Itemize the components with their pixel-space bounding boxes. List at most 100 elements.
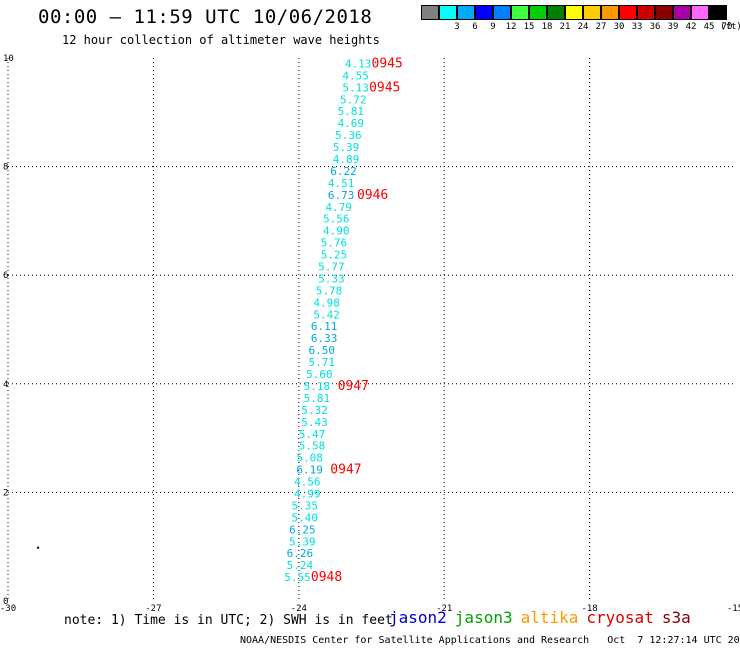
- colorbar-swatch: [601, 5, 619, 20]
- time-label: 0945: [372, 56, 403, 71]
- y-tick-label: 4: [3, 380, 8, 390]
- swh-data-label: 5.58: [299, 440, 326, 453]
- colorbar-label: 18: [541, 22, 553, 32]
- swh-data-label: 4.89: [333, 153, 360, 166]
- x-tick-label: -21: [436, 604, 452, 614]
- footer-note: note: 1) Time is in UTC; 2) SWH is in fe…: [64, 613, 393, 628]
- colorbar-label: 15: [523, 22, 535, 32]
- colorbar-swatch: [529, 5, 547, 20]
- y-tick-label: 2: [3, 488, 8, 498]
- x-tick-label: -27: [145, 604, 161, 614]
- satellite-legend: jason2 jason3 altika cryosat s3a: [389, 608, 691, 627]
- colorbar-swatch: [583, 5, 601, 20]
- swh-data-label: 5.08: [296, 452, 323, 465]
- colorbar-swatch: [709, 5, 727, 20]
- time-label: 0947: [330, 463, 361, 478]
- swh-data-label: 5.60: [306, 368, 333, 381]
- x-tick-label: -30: [0, 604, 16, 614]
- swh-data-label: 5.55: [284, 571, 311, 584]
- swh-data-label: 5.43: [301, 416, 328, 429]
- swh-data-label: 5.13: [342, 81, 369, 94]
- y-tick-label: 8: [3, 163, 8, 173]
- swh-data-label: 6.73: [328, 189, 355, 202]
- swh-data-label: 4.98: [313, 296, 340, 309]
- colorbar-swatch: [493, 5, 511, 20]
- colorbar-unit-label: (ft): [720, 22, 740, 32]
- swh-data-label: 5.24: [287, 559, 314, 572]
- colorbar-swatch: [457, 5, 475, 20]
- colorbar-label: 3: [454, 22, 460, 32]
- colorbar-swatch: [511, 5, 529, 20]
- swh-data-label: 4.13: [345, 57, 372, 70]
- colorbar-swatch: [691, 5, 709, 20]
- colorbar-label: 70: [721, 22, 733, 32]
- swh-data-label: 5.39: [289, 535, 316, 548]
- swh-data-label: 5.35: [292, 499, 319, 512]
- chart-title: 00:00 — 11:59 UTC 10/06/2018: [38, 6, 373, 28]
- chart-subtitle: 12 hour collection of altimeter wave hei…: [62, 33, 380, 47]
- legend-entry-altika: altika: [520, 608, 579, 627]
- y-tick-label: 0: [3, 597, 8, 607]
- swh-data-label: 5.40: [292, 511, 319, 524]
- y-tick-label: 6: [3, 271, 8, 281]
- swh-data-label: 5.72: [340, 93, 367, 106]
- swh-data-label: 6.22: [330, 165, 357, 178]
- legend-entry-jason2: jason2: [389, 608, 447, 627]
- swh-data-label: 5.78: [316, 284, 343, 297]
- swh-data-label: 5.56: [323, 213, 350, 226]
- swh-data-label: 5.32: [301, 404, 328, 417]
- time-label: 0945: [369, 80, 400, 95]
- swh-data-label: 5.81: [304, 392, 331, 405]
- swh-data-label: 6.26: [287, 547, 314, 560]
- colorbar-label: 33: [631, 22, 643, 32]
- stray-mark: [37, 546, 40, 549]
- swh-data-label: 4.51: [328, 177, 355, 190]
- colorbar-label: 39: [667, 22, 679, 32]
- swh-data-label: 6.11: [311, 320, 338, 333]
- swh-data-label: 5.47: [299, 428, 326, 441]
- x-tick-label: -24: [291, 604, 307, 614]
- colorbar-label: 9: [490, 22, 496, 32]
- colorbar-swatch: [565, 5, 583, 20]
- swh-data-label: 6.25: [289, 523, 316, 536]
- swh-data-label: 5.71: [308, 356, 335, 369]
- y-tick-label: 10: [3, 54, 14, 64]
- footer-credit: NOAA/NESDIS Center for Satellite Applica…: [240, 635, 740, 646]
- colorbar-swatch: [421, 5, 439, 20]
- legend-entry-jason3: jason3: [454, 608, 513, 627]
- colorbar-label: 42: [685, 22, 697, 32]
- time-label: 0946: [357, 188, 388, 203]
- colorbar-label: 24: [577, 22, 589, 32]
- swh-data-label: 5.81: [338, 105, 365, 118]
- swh-data-label: 4.90: [323, 225, 350, 238]
- swh-data-label: 4.99: [294, 487, 321, 500]
- colorbar-swatch: [673, 5, 691, 20]
- time-label: 0948: [311, 570, 342, 585]
- swh-data-label: 5.39: [333, 141, 360, 154]
- colorbar-swatch: [655, 5, 673, 20]
- swh-data-label: 6.50: [308, 344, 335, 357]
- swh-data-label: 4.79: [325, 201, 352, 214]
- swh-data-label: 5.36: [335, 129, 362, 142]
- colorbar-swatch: [475, 5, 493, 20]
- swh-data-label: 5.42: [313, 308, 340, 321]
- swh-data-label: 4.56: [294, 476, 321, 489]
- colorbar-label: 36: [649, 22, 661, 32]
- colorbar-label: 30: [613, 22, 625, 32]
- swh-data-label: 5.77: [318, 261, 345, 274]
- swh-data-label: 5.18: [304, 380, 331, 393]
- colorbar-swatch: [547, 5, 565, 20]
- colorbar-swatch: [439, 5, 457, 20]
- time-label: 0947: [338, 379, 369, 394]
- swh-data-label: 5.33: [318, 272, 345, 285]
- colorbar-label: 21: [559, 22, 571, 32]
- swh-data-label: 6.19: [296, 464, 323, 477]
- x-tick-label: -18: [581, 604, 597, 614]
- swh-data-label: 5.76: [321, 237, 348, 250]
- swh-data-label: 5.25: [321, 249, 348, 262]
- swh-data-label: 6.33: [311, 332, 338, 345]
- colorbar: [421, 5, 727, 20]
- colorbar-label: 6: [472, 22, 478, 32]
- swh-data-label: 4.69: [338, 117, 365, 130]
